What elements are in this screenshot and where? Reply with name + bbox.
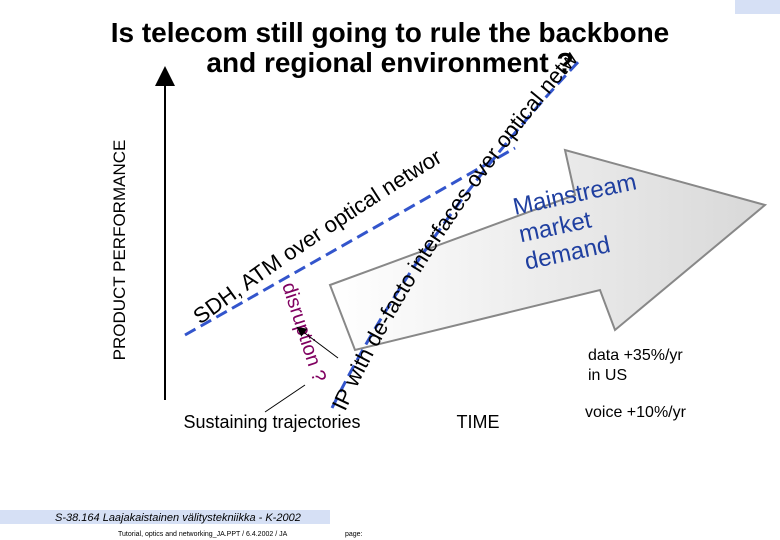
footer-page: page: [345, 531, 363, 538]
title-line: Is telecom still going to rule the backb… [111, 17, 670, 48]
sustaining-pointer [264, 384, 306, 413]
note: voice +10%/yr [585, 404, 687, 421]
note: data +35%/yr [588, 347, 683, 364]
corner-bar [735, 0, 780, 14]
footer-file: Tutorial, optics and networking_JA.PPT /… [118, 531, 288, 538]
sustaining-line [184, 146, 516, 337]
sustaining-label: Sustaining trajectories [183, 412, 360, 432]
title-line: and regional environment ? [206, 47, 573, 78]
footer-bar [0, 510, 330, 524]
disruptive-line [330, 58, 582, 409]
y-axis-label: PRODUCT PERFORMANCE [110, 140, 129, 361]
x-axis-label: TIME [457, 412, 500, 432]
note: in US [588, 367, 627, 384]
footer-course: S-38.164 Laajakaistainen välitystekniikk… [55, 512, 301, 524]
disruption-pointer [296, 326, 339, 359]
market-arrow [328, 148, 768, 352]
